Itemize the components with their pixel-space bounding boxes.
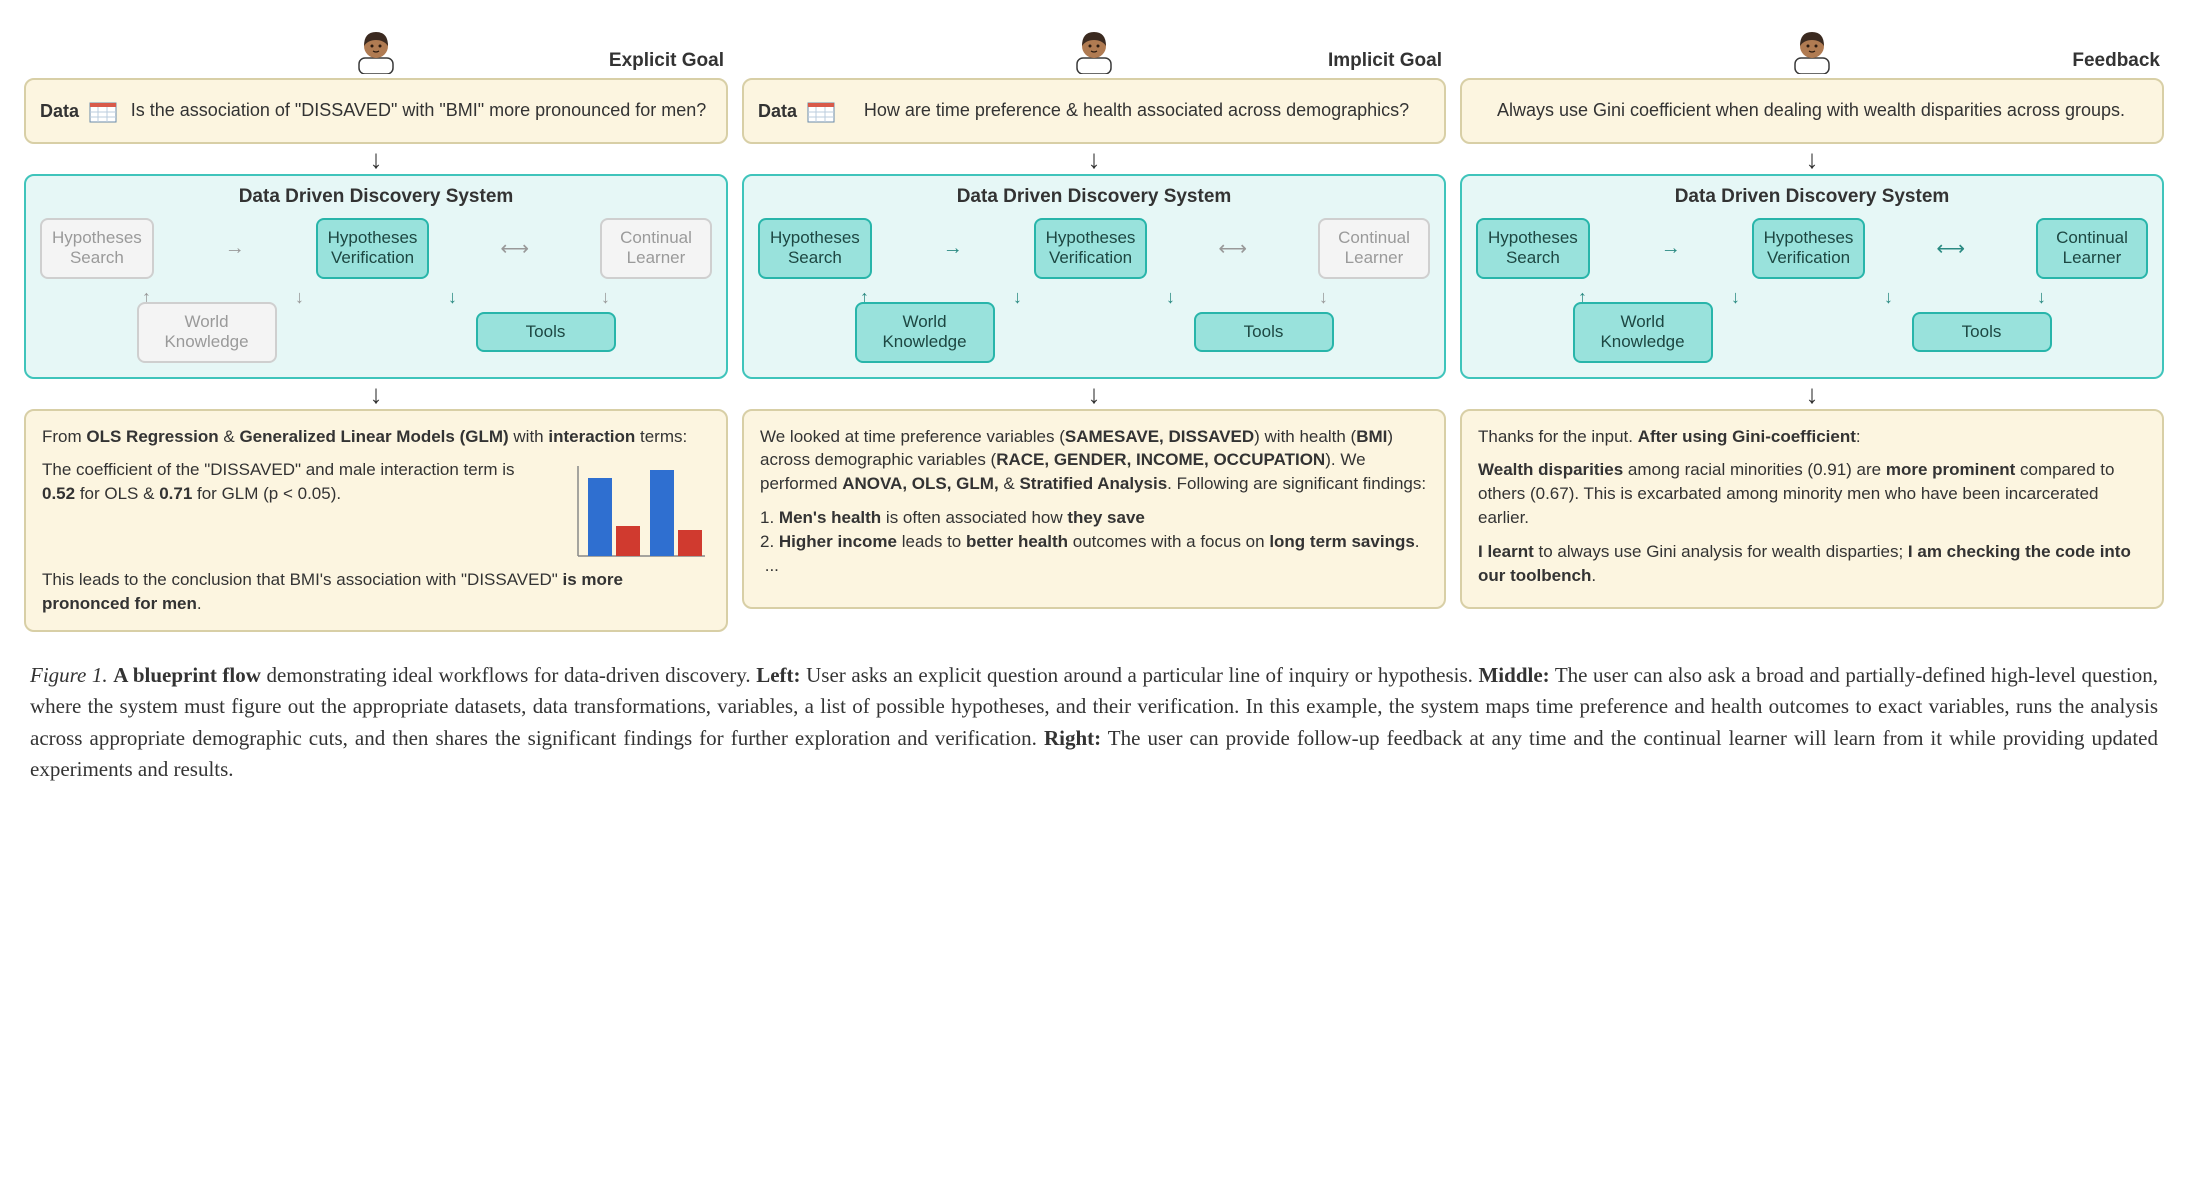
flow-arrow-icon: ⟷	[1218, 236, 1247, 261]
middle-label: Middle:	[1478, 663, 1549, 687]
arrow-down-icon: ↓	[24, 381, 728, 407]
panel-header: Implicit Goal	[742, 20, 1446, 74]
flow-arrow-icon: ⟷	[500, 236, 529, 261]
arrow-down-icon: ↓	[1460, 146, 2164, 172]
system-node: WorldKnowledge	[855, 302, 995, 363]
system-node: Tools	[1912, 312, 2052, 352]
prompt-box: Data Is the association of "DISSAVED" wi…	[24, 78, 728, 144]
panel-header: Feedback	[1460, 20, 2164, 74]
system-title: Data Driven Discovery System	[40, 186, 712, 208]
flow-arrow-icon: ⟷	[1936, 236, 1965, 261]
caption-lead: A blueprint flow	[113, 663, 261, 687]
panel-title: Feedback	[2072, 50, 2160, 72]
system-row: HypothesesSearch → HypothesesVerificatio…	[758, 218, 1430, 279]
system-row: WorldKnowledge Tools	[40, 302, 712, 363]
right-label: Right:	[1044, 726, 1101, 750]
system-node: HypothesesSearch	[1476, 218, 1590, 279]
spreadsheet-icon	[807, 99, 835, 123]
system-node: WorldKnowledge	[1573, 302, 1713, 363]
data-label: Data	[40, 101, 79, 122]
arrow-down-icon: ↓	[742, 381, 1446, 407]
arrow-down-icon: ↓	[24, 146, 728, 172]
system-row: HypothesesSearch → HypothesesVerificatio…	[40, 218, 712, 279]
system-node: ContinualLearner	[600, 218, 712, 279]
data-label: Data	[758, 101, 797, 122]
system-node: HypothesesVerification	[316, 218, 430, 279]
system-node: Tools	[1194, 312, 1334, 352]
figure-label: Figure 1.	[30, 663, 108, 687]
system-node: HypothesesVerification	[1034, 218, 1148, 279]
system-title: Data Driven Discovery System	[1476, 186, 2148, 208]
system-node: HypothesesSearch	[758, 218, 872, 279]
prompt-text: Always use Gini coefficient when dealing…	[1476, 99, 2146, 122]
output-box: Thanks for the input. After using Gini-c…	[1460, 409, 2164, 609]
prompt-text: Is the association of "DISSAVED" with "B…	[127, 99, 710, 122]
prompt-box: Data How are time preference & health as…	[742, 78, 1446, 144]
arrow-down-icon: ↓	[1460, 381, 2164, 407]
system-node: WorldKnowledge	[137, 302, 277, 363]
caption-body1: demonstrating ideal workflows for data-d…	[261, 663, 756, 687]
user-avatar-icon	[1789, 28, 1835, 74]
panel: Implicit Goal Data How are time preferen…	[742, 20, 1446, 632]
panel-title: Explicit Goal	[609, 50, 724, 72]
system-title: Data Driven Discovery System	[758, 186, 1430, 208]
flow-arrow-icon: →	[1661, 237, 1681, 260]
panel: Explicit Goal Data Is the association of…	[24, 20, 728, 632]
system-node: Tools	[476, 312, 616, 352]
panel: Feedback Always use Gini coefficient whe…	[1460, 20, 2164, 632]
caption-left: User asks an explicit question around a …	[801, 663, 1479, 687]
system-node: HypothesesSearch	[40, 218, 154, 279]
system-row: WorldKnowledge Tools	[1476, 302, 2148, 363]
panel-header: Explicit Goal	[24, 20, 728, 74]
system-node: HypothesesVerification	[1752, 218, 1866, 279]
left-label: Left:	[756, 663, 800, 687]
output-box: We looked at time preference variables (…	[742, 409, 1446, 609]
user-avatar-icon	[1071, 28, 1117, 74]
panel-title: Implicit Goal	[1328, 50, 1442, 72]
output-box: From OLS Regression & Generalized Linear…	[24, 409, 728, 632]
panels-container: Explicit Goal Data Is the association of…	[24, 20, 2164, 632]
flow-arrow-icon: →	[943, 237, 963, 260]
system-node: ContinualLearner	[2036, 218, 2148, 279]
system-row: WorldKnowledge Tools	[758, 302, 1430, 363]
system-node: ContinualLearner	[1318, 218, 1430, 279]
spreadsheet-icon	[89, 99, 117, 123]
user-avatar-icon	[353, 28, 399, 74]
system-box: Data Driven Discovery System HypothesesS…	[742, 174, 1446, 379]
prompt-text: How are time preference & health associa…	[845, 99, 1428, 122]
system-box: Data Driven Discovery System HypothesesS…	[24, 174, 728, 379]
figure-caption: Figure 1. A blueprint flow demonstrating…	[24, 660, 2164, 786]
system-box: Data Driven Discovery System HypothesesS…	[1460, 174, 2164, 379]
system-row: HypothesesSearch → HypothesesVerificatio…	[1476, 218, 2148, 279]
arrow-down-icon: ↓	[742, 146, 1446, 172]
flow-arrow-icon: →	[225, 237, 245, 260]
prompt-box: Always use Gini coefficient when dealing…	[1460, 78, 2164, 144]
